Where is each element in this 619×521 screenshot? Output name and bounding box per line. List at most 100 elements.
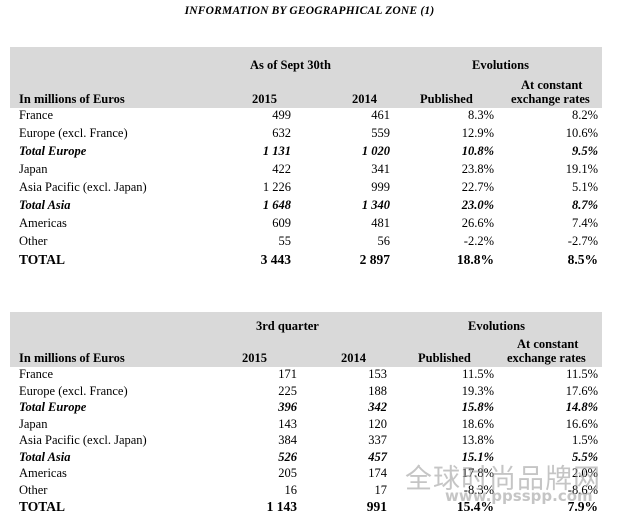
published-change: 13.8% (461, 433, 494, 447)
region-label: Other (19, 482, 48, 497)
constant-rate-change: 10.6% (565, 126, 598, 140)
constant-rate-change: 5.5% (571, 449, 598, 464)
table-row: Americas 609 481 26.6% 7.4% (10, 216, 602, 234)
region-label: Americas (19, 466, 67, 480)
published-change: 12.9% (461, 126, 494, 140)
table-row: Europe (excl. France) 225 188 19.3% 17.6… (10, 384, 602, 401)
constant-header-line1: At constant (517, 337, 579, 351)
value-2015: 632 (272, 126, 291, 140)
value-2015: 526 (278, 449, 297, 464)
value-2014: 56 (377, 234, 391, 248)
table-row: Europe (excl. France) 632 559 12.9% 10.6… (10, 126, 602, 144)
watermark-line1: 全球时尚品牌网 (405, 464, 601, 495)
region-label: Asia Pacific (excl. Japan) (19, 180, 147, 194)
value-2014: 342 (368, 400, 387, 414)
value-2014: 174 (368, 466, 387, 480)
constant-rate-change: 19.1% (565, 162, 598, 176)
value-2014: 120 (368, 416, 387, 431)
subtotal-row: Total Asia 1 648 1 340 23.0% 8.7% (10, 198, 602, 216)
value-2015: 422 (272, 162, 291, 176)
value-2015: 3 443 (260, 252, 291, 267)
page-title: INFORMATION BY GEOGRAPHICAL ZONE (1) (184, 5, 435, 17)
published-change: 26.6% (461, 216, 494, 230)
value-2015: 1 143 (266, 499, 297, 514)
constant-rate-change: 5.1% (571, 180, 598, 194)
published-header: Published (420, 92, 473, 106)
constant-rate-change: 9.5% (571, 144, 598, 158)
published-change: 23.0% (461, 198, 494, 212)
table-third-quarter: 3rd quarter Evolutions In millions of Eu… (10, 312, 602, 516)
constant-rate-change: 1.5% (571, 433, 598, 447)
unit-header: In millions of Euros (19, 92, 125, 106)
region-label: Japan (19, 416, 48, 431)
region-label: Total Europe (19, 144, 87, 158)
table-row: Americas 205 174 17.8% 2.0% (10, 466, 602, 483)
table-row: Other 55 56 -2.2% -2.7% (10, 234, 602, 252)
table-row: France 171 153 11.5% 11.5% (10, 367, 602, 384)
value-2015: 609 (272, 216, 291, 230)
value-2015: 384 (278, 433, 297, 447)
value-2015: 205 (278, 466, 297, 480)
value-2014: 461 (371, 108, 390, 122)
year-2015-header: 2015 (252, 92, 277, 106)
published-change: 22.7% (461, 180, 494, 194)
published-change: -8.3% (463, 482, 494, 497)
evolutions-header: Evolutions (472, 58, 529, 72)
published-change: 8.3% (467, 108, 494, 122)
region-label: TOTAL (19, 499, 66, 514)
unit-header: In millions of Euros (19, 351, 125, 365)
value-2015: 1 648 (262, 198, 291, 212)
value-2015: 16 (284, 482, 298, 497)
region-label: Asia Pacific (excl. Japan) (19, 433, 147, 447)
value-2015: 499 (272, 108, 291, 122)
value-2015: 1 226 (262, 180, 291, 194)
table-header: As of Sept 30th Evolutions In millions o… (10, 47, 602, 108)
constant-rate-change: 11.5% (566, 367, 598, 381)
published-change: -2.2% (463, 234, 494, 248)
value-2014: 481 (371, 216, 390, 230)
region-label: Europe (excl. France) (19, 383, 128, 398)
value-2014: 341 (371, 162, 390, 176)
period-header: 3rd quarter (256, 319, 319, 333)
subtotal-row: Total Europe 1 131 1 020 10.8% 9.5% (10, 144, 602, 162)
constant-rate-change: 14.8% (565, 400, 598, 414)
constant-rate-change: 7.9% (567, 499, 598, 514)
table-row: France 499 461 8.3% 8.2% (10, 108, 602, 126)
year-2014-header: 2014 (352, 92, 377, 106)
value-2014: 1 340 (361, 198, 390, 212)
region-label: Japan (19, 162, 48, 176)
region-label: Total Asia (19, 449, 71, 464)
constant-header-line2: exchange rates (511, 92, 590, 106)
published-change: 18.8% (456, 252, 494, 267)
region-label: Europe (excl. France) (19, 126, 128, 140)
table-row: Japan 422 341 23.8% 19.1% (10, 162, 602, 180)
value-2014: 1 020 (361, 144, 390, 158)
published-change: 15.4% (456, 499, 494, 514)
region-label: Total Europe (19, 400, 87, 414)
region-label: TOTAL (19, 252, 66, 267)
constant-rate-change: 8.5% (567, 252, 598, 267)
region-label: France (19, 108, 54, 122)
table-row: Japan 143 120 18.6% 16.6% (10, 417, 602, 434)
value-2015: 225 (278, 383, 297, 398)
value-2014: 999 (371, 180, 390, 194)
value-2015: 55 (278, 234, 292, 248)
value-2014: 457 (368, 449, 387, 464)
year-2015-header: 2015 (242, 351, 267, 365)
value-2014: 2 897 (359, 252, 390, 267)
constant-rate-change: 16.6% (565, 416, 598, 431)
constant-rate-change: -8.6% (567, 482, 598, 497)
table-header: 3rd quarter Evolutions In millions of Eu… (10, 312, 602, 367)
published-change: 11.5% (462, 367, 494, 381)
constant-rate-change: 2.0% (571, 466, 598, 480)
value-2014: 153 (368, 367, 387, 381)
subtotal-row: Total Asia 526 457 15.1% 5.5% (10, 450, 602, 467)
value-2014: 559 (371, 126, 390, 140)
published-change: 19.3% (461, 383, 494, 398)
constant-header-line2: exchange rates (507, 351, 586, 365)
total-row: TOTAL 1 143 991 15.4% 7.9% (10, 499, 602, 516)
value-2015: 1 131 (262, 144, 291, 158)
value-2014: 991 (366, 499, 387, 514)
constant-rate-change: 17.6% (565, 383, 598, 398)
published-change: 15.1% (461, 449, 494, 464)
